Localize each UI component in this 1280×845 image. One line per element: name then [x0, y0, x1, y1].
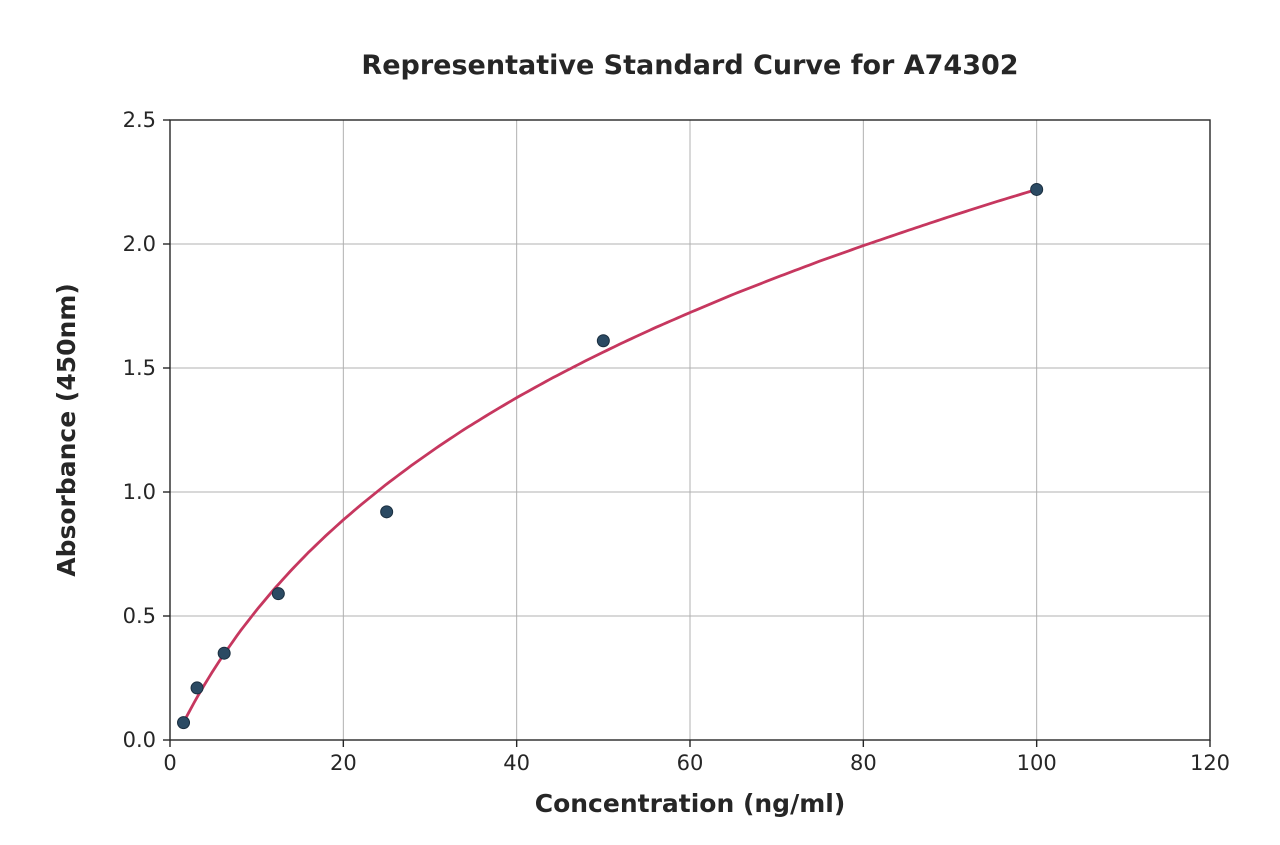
- data-point: [272, 588, 284, 600]
- y-tick-label: 1.5: [123, 356, 156, 380]
- data-point: [191, 682, 203, 694]
- chart-svg: 0 20 40 60 80 100 120 0.0 0.5 1.0 1.5 2.0 2.5 Repre…: [0, 0, 1280, 845]
- x-axis-label: Concentration (ng/ml): [535, 789, 846, 818]
- x-tick-label: 80: [850, 751, 877, 775]
- y-tick-label: 2.5: [123, 108, 156, 132]
- y-tick-label: 0.0: [123, 728, 156, 752]
- data-point: [597, 335, 609, 347]
- x-ticks: 0 20 40 60 80 100 120: [163, 740, 1230, 775]
- data-point: [1031, 183, 1043, 195]
- x-tick-label: 100: [1017, 751, 1057, 775]
- y-tick-label: 0.5: [123, 604, 156, 628]
- grid: [170, 120, 1210, 740]
- chart-container: 0 20 40 60 80 100 120 0.0 0.5 1.0 1.5 2.0 2.5 Repre…: [0, 0, 1280, 845]
- data-point: [178, 717, 190, 729]
- x-tick-label: 0: [163, 751, 176, 775]
- x-tick-label: 40: [503, 751, 530, 775]
- scatter-points: [178, 183, 1043, 728]
- y-tick-label: 1.0: [123, 480, 156, 504]
- x-tick-label: 20: [330, 751, 357, 775]
- curve-path: [184, 189, 1037, 722]
- x-tick-label: 60: [677, 751, 704, 775]
- data-point: [381, 506, 393, 518]
- data-point: [218, 647, 230, 659]
- y-axis-label: Absorbance (450nm): [52, 283, 81, 577]
- x-tick-label: 120: [1190, 751, 1230, 775]
- y-ticks: 0.0 0.5 1.0 1.5 2.0 2.5: [123, 108, 170, 752]
- y-tick-label: 2.0: [123, 232, 156, 256]
- fitted-curve: [184, 189, 1037, 722]
- chart-title: Representative Standard Curve for A74302: [361, 50, 1018, 81]
